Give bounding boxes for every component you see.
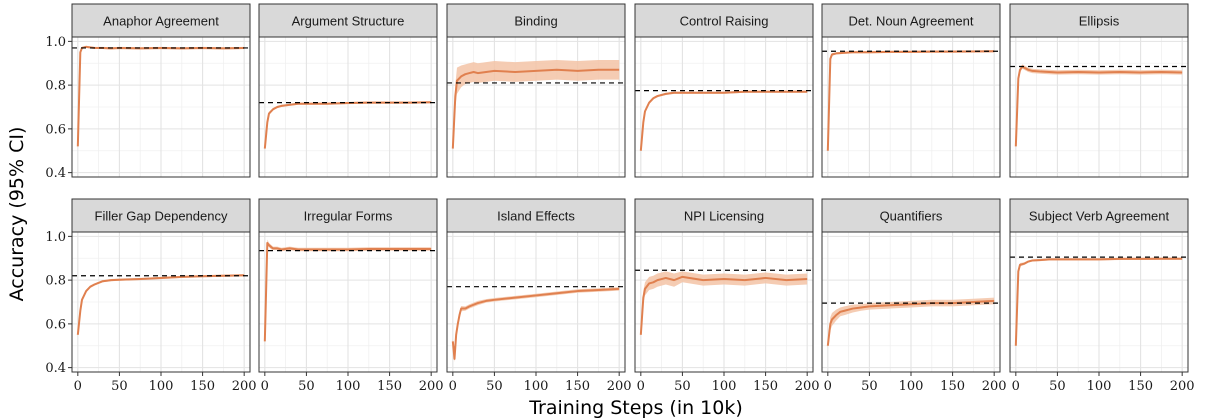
- y-tick-label: 0.8: [45, 274, 66, 289]
- x-tick-label: 50: [1049, 379, 1066, 394]
- confidence-band: [640, 271, 808, 337]
- x-tick-label: 0: [637, 379, 645, 394]
- panel-strip: [1009, 3, 1189, 38]
- x-tick-label: 100: [149, 379, 174, 394]
- x-tick-label: 100: [336, 379, 361, 394]
- accuracy-line: [451, 287, 620, 360]
- panel-title: Control Raising: [680, 14, 769, 29]
- x-tick-label: 150: [190, 379, 215, 394]
- panel: Det. Noun Agreement: [821, 3, 1001, 178]
- x-tick-label: 200: [419, 379, 444, 394]
- x-tick-label: 200: [795, 379, 820, 394]
- x-tick-label: 100: [1087, 379, 1112, 394]
- x-tick-label: 200: [1170, 379, 1195, 394]
- accuracy-line: [639, 275, 808, 335]
- x-tick-label: 200: [982, 379, 1007, 394]
- x-tick-label: 100: [524, 379, 549, 394]
- accuracy-line: [263, 241, 432, 342]
- x-tick-label: 50: [861, 379, 878, 394]
- accuracy-line: [826, 299, 995, 346]
- x-tick-label: 50: [486, 379, 503, 394]
- x-tick-label: 50: [298, 379, 315, 394]
- accuracy-line: [451, 68, 620, 149]
- accuracy-line: [263, 101, 432, 149]
- panel-strip: [71, 3, 251, 38]
- accuracy-line: [76, 274, 245, 335]
- panel-strip: [258, 3, 438, 38]
- y-axis-title: Accuracy (95% CI): [6, 127, 28, 302]
- panel-title: Ellipsis: [1079, 14, 1120, 29]
- panel-title: Binding: [514, 14, 557, 29]
- x-tick-label: 0: [1012, 379, 1020, 394]
- x-tick-label: 100: [899, 379, 924, 394]
- x-tick-label: 0: [824, 379, 832, 394]
- x-tick-label: 0: [74, 379, 82, 394]
- panel: Ellipsis: [1009, 3, 1189, 178]
- x-tick-label: 150: [940, 379, 965, 394]
- y-tick-label: 1.0: [45, 35, 66, 50]
- panel-strip: [258, 198, 438, 233]
- panel-title: Det. Noun Agreement: [848, 14, 973, 29]
- y-tick-label: 0.8: [45, 79, 66, 94]
- panel-border: [821, 36, 1001, 178]
- y-tick-label: 1.0: [45, 230, 66, 245]
- panel: Argument Structure: [258, 3, 438, 178]
- panel-strip: [1009, 198, 1189, 233]
- chart-panels: Anaphor Agreement 0.4 0.6 0.8 1.0 Argument St…: [45, 3, 1195, 394]
- panel-title: Anaphor Agreement: [103, 14, 219, 29]
- panel-strip: [446, 198, 626, 233]
- x-tick-label: 150: [1128, 379, 1153, 394]
- x-tick-label: 50: [111, 379, 128, 394]
- panel: Control Raising: [634, 3, 814, 178]
- panel-strip: [446, 3, 626, 38]
- x-tick-label: 200: [232, 379, 257, 394]
- panel-title: NPI Licensing: [684, 209, 764, 224]
- panel-border: [71, 36, 251, 178]
- panel: Irregular Forms 0 50 100 150 200: [258, 198, 444, 394]
- panel-border: [446, 36, 626, 178]
- x-tick-label: 150: [565, 379, 590, 394]
- panel-strip: [634, 3, 814, 38]
- panel-strip: [821, 198, 1001, 233]
- accuracy-line: [1014, 65, 1183, 147]
- panel: Subject Verb Agreement 0 50 100 150 200: [1009, 198, 1195, 394]
- y-tick-label: 0.4: [45, 361, 66, 376]
- panel: Island Effects 0 50 100 150 200: [446, 198, 632, 394]
- x-tick-label: 200: [607, 379, 632, 394]
- panel: NPI Licensing 0 50 100 150 200: [634, 198, 820, 394]
- panel: Anaphor Agreement 0.4 0.6 0.8 1.0: [45, 3, 251, 181]
- x-tick-label: 150: [753, 379, 778, 394]
- panel-title: Quantifiers: [880, 209, 943, 224]
- y-tick-label: 0.6: [45, 317, 66, 332]
- panel: Quantifiers 0 50 100 150 200: [821, 198, 1007, 394]
- x-axis-title: Training Steps (in 10k): [528, 397, 743, 419]
- accuracy-line: [1014, 257, 1183, 346]
- panel-title: Argument Structure: [292, 14, 405, 29]
- panel-title: Irregular Forms: [304, 209, 393, 224]
- x-tick-label: 0: [261, 379, 269, 394]
- panel-border: [634, 36, 814, 178]
- panel-border: [258, 36, 438, 178]
- panel: Filler Gap Dependency 0.4 0.6 0.8 1.0 0 50 100 1…: [45, 198, 257, 394]
- x-tick-label: 100: [712, 379, 737, 394]
- y-tick-label: 0.6: [45, 122, 66, 137]
- x-tick-label: 150: [377, 379, 402, 394]
- y-tick-label: 0.4: [45, 166, 66, 181]
- x-tick-label: 50: [674, 379, 691, 394]
- accuracy-line: [639, 90, 808, 151]
- panel-title: Subject Verb Agreement: [1029, 209, 1170, 224]
- panel: Binding: [446, 3, 626, 178]
- x-tick-label: 0: [449, 379, 457, 394]
- panel-title: Island Effects: [497, 209, 575, 224]
- panel-title: Filler Gap Dependency: [95, 209, 228, 224]
- panel-border: [1009, 36, 1189, 178]
